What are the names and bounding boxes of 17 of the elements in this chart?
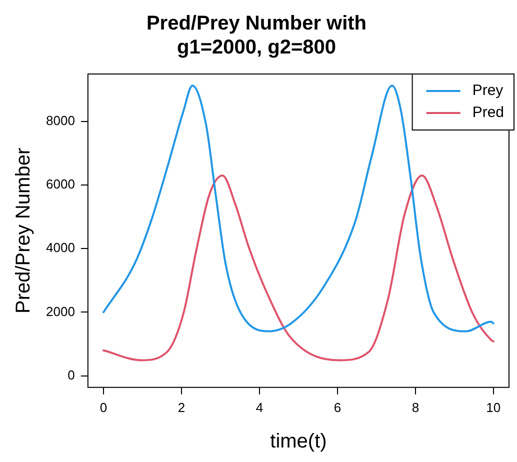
line-series xyxy=(102,174,494,362)
x-tick-label: 2 xyxy=(178,400,186,415)
y-tick-label: 8000 xyxy=(46,113,75,128)
x-tick-label: 4 xyxy=(256,400,264,415)
legend-label: Prey xyxy=(472,82,504,100)
x-axis-title: time(t) xyxy=(270,430,327,453)
x-tick-label: 6 xyxy=(334,400,342,415)
y-tick-label: 2000 xyxy=(46,304,75,319)
y-tick-label: 6000 xyxy=(46,176,75,192)
y-axis-title: Pred/Prey Number xyxy=(12,148,35,314)
y-tick-label: 0 xyxy=(68,367,75,382)
legend-label: Pred xyxy=(472,104,504,122)
x-tick-label: 0 xyxy=(100,400,108,415)
x-tick-label: 10 xyxy=(486,400,501,415)
chart-title: Pred/Prey Number with g1=2000, g2=800 xyxy=(146,12,367,59)
x-tick-label: 8 xyxy=(412,400,420,415)
y-tick-label: 4000 xyxy=(46,240,75,256)
